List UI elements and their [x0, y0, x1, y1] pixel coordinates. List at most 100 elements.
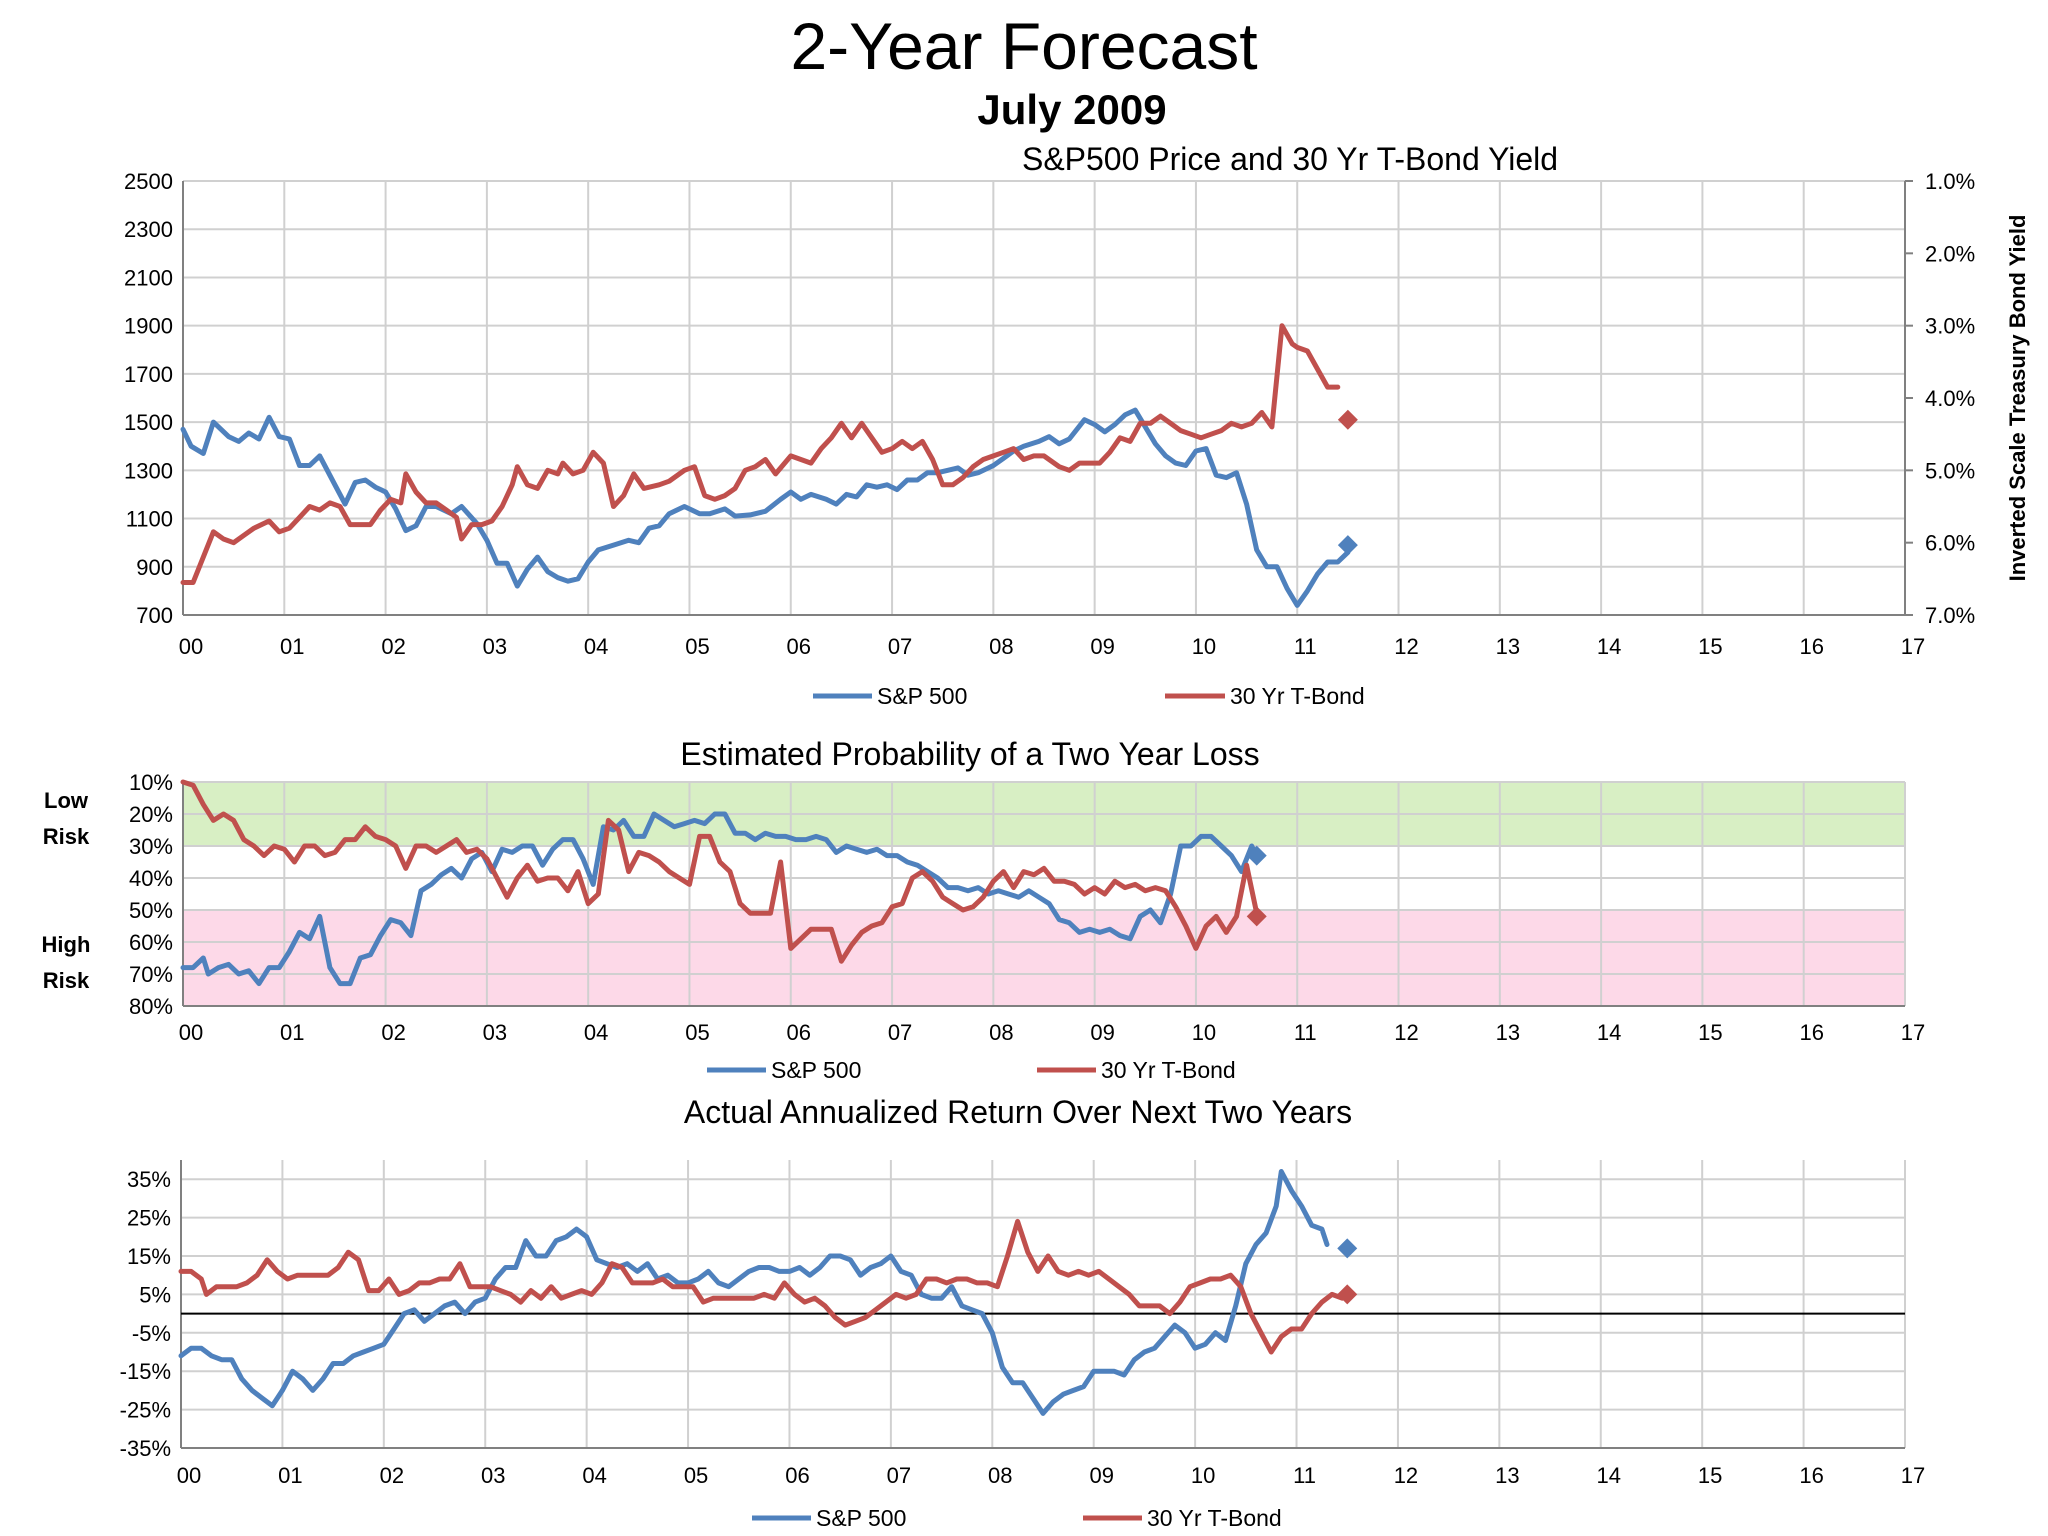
x-tick-label: 17	[1901, 1020, 1925, 1045]
x-tick-label: 00	[177, 1463, 201, 1488]
x-tick-label: 03	[483, 634, 507, 659]
legend-label: 30 Yr T-Bond	[1147, 1505, 1282, 1531]
forecast-marker-tbond	[1246, 906, 1267, 927]
x-tick-label: 01	[280, 1020, 304, 1045]
legend-label: S&P 500	[877, 683, 967, 709]
series-line-tbond	[180, 779, 1260, 964]
x-tick-label: 08	[988, 1463, 1012, 1488]
y2-tick-label: 1.0%	[1925, 169, 1975, 194]
chart-title: Estimated Probability of a Two Year Loss	[680, 736, 1259, 772]
chart-title: Actual Annualized Return Over Next Two Y…	[684, 1094, 1352, 1130]
x-tick-label: 15	[1698, 634, 1722, 659]
x-tick-label: 02	[381, 1020, 405, 1045]
y-tick-label: 1700	[124, 362, 173, 387]
legend-label: 30 Yr T-Bond	[1230, 683, 1365, 709]
x-tick-label: 05	[684, 1463, 708, 1488]
x-tick-label: 10	[1192, 634, 1216, 659]
forecast-marker-tbond	[1337, 1284, 1358, 1305]
x-tick-label: 11	[1294, 1020, 1317, 1045]
y-tick-label: 5%	[139, 1282, 171, 1307]
x-tick-label: 12	[1394, 1020, 1418, 1045]
x-tick-label: 15	[1698, 1020, 1722, 1045]
x-tick-label: 09	[1089, 1463, 1113, 1488]
series-line-sp500	[180, 811, 1260, 987]
y-tick-label: 80%	[129, 994, 173, 1019]
x-tick-label: 14	[1597, 1463, 1621, 1488]
x-tick-label: 01	[280, 634, 304, 659]
chart-2: Estimated Probability of a Two Year Loss…	[42, 736, 1926, 1083]
x-tick-label: 14	[1597, 634, 1621, 659]
x-tick-label: 09	[1090, 1020, 1114, 1045]
y-tick-label: 30%	[129, 834, 173, 859]
x-tick-label: 14	[1597, 1020, 1621, 1045]
x-tick-label: 09	[1090, 634, 1114, 659]
x-tick-label: 05	[685, 1020, 709, 1045]
y2-axis-label: Inverted Scale Treasury Bond Yield	[2005, 215, 2030, 582]
x-tick-label: 04	[584, 634, 608, 659]
band-label: High	[42, 932, 91, 957]
series-line-sp500	[178, 1169, 1330, 1416]
y-tick-label: 2100	[124, 265, 173, 290]
y-tick-label: -15%	[120, 1359, 171, 1384]
chart-title: S&P500 Price and 30 Yr T-Bond Yield	[1022, 141, 1558, 177]
x-tick-label: 10	[1192, 1020, 1216, 1045]
band-label: Low	[44, 788, 89, 813]
legend-label: S&P 500	[771, 1057, 861, 1083]
x-tick-label: 13	[1496, 634, 1520, 659]
y-tick-label: 900	[136, 555, 173, 580]
x-tick-label: 00	[179, 1020, 203, 1045]
x-tick-label: 16	[1799, 634, 1823, 659]
x-tick-label: 17	[1901, 1463, 1925, 1488]
forecast-marker-sp500	[1337, 535, 1358, 556]
high-risk-band	[183, 910, 1905, 1006]
y2-tick-label: 7.0%	[1925, 603, 1975, 628]
y-tick-label: 2500	[124, 169, 173, 194]
series-line-tbond	[178, 1218, 1345, 1355]
x-tick-label: 08	[989, 1020, 1013, 1045]
x-tick-label: 13	[1495, 1463, 1519, 1488]
x-tick-label: 02	[381, 634, 405, 659]
y-tick-label: 15%	[127, 1244, 171, 1269]
x-tick-label: 07	[887, 1463, 911, 1488]
x-tick-label: 06	[787, 1020, 811, 1045]
y-tick-label: -35%	[120, 1436, 171, 1461]
y-tick-label: -25%	[120, 1398, 171, 1423]
y-tick-label: 40%	[129, 866, 173, 891]
x-tick-label: 04	[582, 1463, 606, 1488]
y-tick-label: -5%	[132, 1321, 171, 1346]
y2-tick-label: 2.0%	[1925, 241, 1975, 266]
x-tick-label: 12	[1394, 634, 1418, 659]
x-tick-label: 06	[785, 1463, 809, 1488]
x-tick-label: 02	[380, 1463, 404, 1488]
y-tick-label: 1100	[126, 507, 173, 532]
forecast-marker-sp500	[1337, 1238, 1358, 1259]
x-tick-label: 04	[584, 1020, 608, 1045]
x-tick-label: 03	[483, 1020, 507, 1045]
page-title: 2-Year Forecast	[790, 9, 1258, 83]
y2-tick-label: 6.0%	[1925, 531, 1975, 556]
x-tick-label: 08	[989, 634, 1013, 659]
x-tick-label: 06	[787, 634, 811, 659]
x-tick-label: 16	[1799, 1020, 1823, 1045]
chart-3: Actual Annualized Return Over Next Two Y…	[120, 1094, 1926, 1531]
x-tick-label: 11	[1294, 634, 1317, 659]
y-tick-label: 1900	[124, 314, 173, 339]
x-tick-label: 07	[888, 634, 912, 659]
forecast-marker-sp500	[1246, 845, 1267, 866]
forecast-marker-tbond	[1337, 409, 1358, 430]
x-tick-label: 12	[1394, 1463, 1418, 1488]
y-tick-label: 25%	[127, 1206, 171, 1231]
y-tick-label: 1300	[124, 458, 173, 483]
band-label: Risk	[43, 824, 90, 849]
x-tick-label: 15	[1698, 1463, 1722, 1488]
band-label: Risk	[43, 968, 90, 993]
y-tick-label: 20%	[129, 802, 173, 827]
y-tick-label: 35%	[127, 1167, 171, 1192]
x-tick-label: 16	[1799, 1463, 1823, 1488]
legend-label: S&P 500	[816, 1505, 906, 1531]
series-line-sp500	[180, 407, 1351, 608]
x-tick-label: 13	[1496, 1020, 1520, 1045]
x-tick-label: 05	[685, 634, 709, 659]
chart-1: S&P500 Price and 30 Yr T-Bond Yield 00 01 0…	[124, 141, 2030, 709]
